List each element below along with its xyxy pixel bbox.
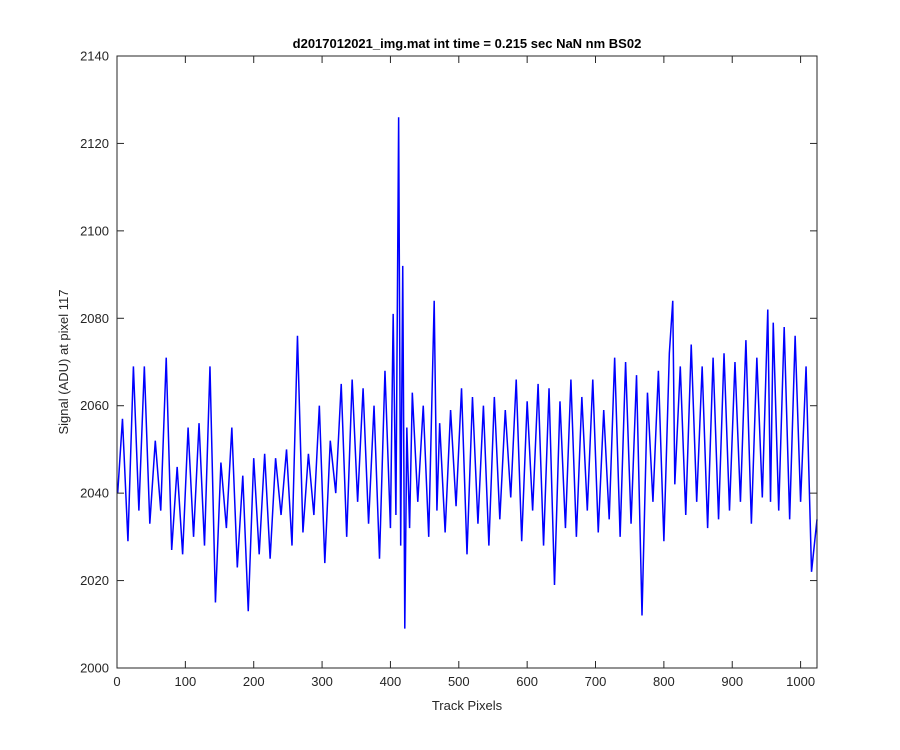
x-tick-label: 0 (113, 674, 120, 689)
x-tick-label: 300 (311, 674, 333, 689)
x-axis-label: Track Pixels (432, 698, 503, 713)
series-line-0 (116, 117, 818, 629)
x-tick-label: 700 (585, 674, 607, 689)
x-tick-label: 400 (380, 674, 402, 689)
axes-layer: 0 100 200 300 400 500 600 700 800 900 1000 2000 2020… (80, 49, 818, 689)
y-tick-label: 2120 (80, 136, 109, 151)
x-tick-label: 600 (516, 674, 538, 689)
y-tick-label: 2100 (80, 223, 109, 238)
y-tick-label: 2140 (80, 49, 109, 64)
y-tick-label: 2080 (80, 311, 109, 326)
y-axis-label: Signal (ADU) at pixel 117 (56, 290, 71, 435)
x-tick-label: 500 (448, 674, 470, 689)
chart-title: d2017012021_img.mat int time = 0.215 sec… (293, 36, 642, 51)
series-layer (116, 117, 818, 629)
x-tick-label: 900 (721, 674, 743, 689)
axes-box (116, 55, 818, 669)
y-tick-label: 2000 (80, 661, 109, 676)
x-tick-label: 200 (243, 674, 265, 689)
y-tick-label: 2060 (80, 398, 109, 413)
y-tick-label: 2040 (80, 486, 109, 501)
x-tick-label: 1000 (786, 674, 815, 689)
y-tick-label: 2020 (80, 573, 109, 588)
x-tick-label: 800 (653, 674, 675, 689)
plot-area (117, 56, 817, 668)
x-tick-label: 100 (175, 674, 197, 689)
